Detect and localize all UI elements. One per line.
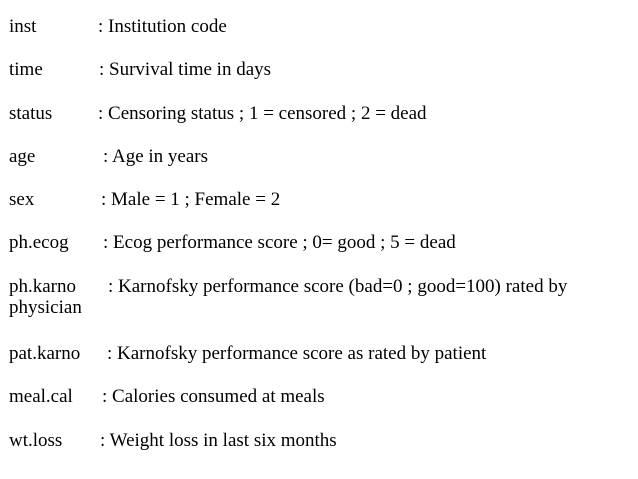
variable-name: age — [9, 146, 36, 167]
variable-description-continuation: physician — [9, 297, 82, 318]
variable-description: : Age in years — [103, 146, 209, 167]
variable-name: pat.karno — [9, 343, 81, 364]
variable-name: ph.karno — [9, 276, 77, 297]
variable-name: status — [9, 103, 53, 124]
variable-description: : Censoring status ; 1 = censored ; 2 = … — [98, 103, 427, 124]
variable-description: : Karnofsky performance score (bad=0 ; g… — [108, 276, 568, 297]
variable-name: sex — [9, 189, 35, 210]
variable-description: : Survival time in days — [99, 59, 272, 80]
variable-description: : Male = 1 ; Female = 2 — [101, 189, 281, 210]
variable-name: time — [9, 59, 43, 80]
variable-description: : Institution code — [98, 16, 227, 37]
variable-name: inst — [9, 16, 37, 37]
variable-description: : Calories consumed at meals — [102, 386, 325, 407]
variable-description: : Weight loss in last six months — [100, 430, 337, 451]
variable-description: : Ecog performance score ; 0= good ; 5 =… — [103, 232, 456, 253]
variable-description: : Karnofsky performance score as rated b… — [107, 343, 487, 364]
variable-name: meal.cal — [9, 386, 73, 407]
variable-name: wt.loss — [9, 430, 63, 451]
variable-name: ph.ecog — [9, 232, 69, 253]
